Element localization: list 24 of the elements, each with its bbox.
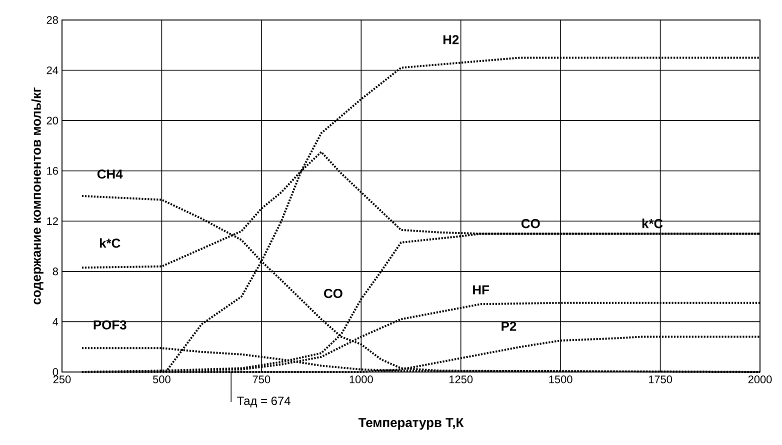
y-tick-label: 0 — [52, 368, 58, 376]
series-label: H2 — [443, 35, 459, 44]
series-label: HF — [473, 285, 489, 294]
x-tick-label: 1750 — [648, 376, 672, 384]
x-tick-label: 250 — [53, 376, 71, 384]
y-axis-title: содержание компонентов моль/кг — [31, 87, 44, 304]
y-tick-label: 28 — [46, 16, 58, 24]
y-tick-label: 12 — [47, 217, 58, 225]
series-label: k*C — [100, 238, 120, 248]
x-tick-label: 750 — [252, 376, 270, 384]
series-label: P2 — [502, 322, 516, 331]
y-tick-label: 16 — [47, 166, 58, 175]
x-tick-label: 1500 — [549, 376, 572, 384]
x-axis-title: Температурв Т,К — [358, 418, 464, 430]
x-tick-label: 2000 — [748, 376, 772, 384]
x-tick-label: 1250 — [450, 376, 473, 384]
y-tick-label: 20 — [46, 116, 58, 124]
y-tick-label: 24 — [46, 66, 58, 74]
series-label: CO — [324, 288, 342, 298]
y-tick-label: 8 — [52, 268, 58, 276]
x-tick-label: 500 — [153, 376, 170, 384]
x-tick-label: 1000 — [350, 376, 373, 384]
y-tick-label: 4 — [52, 318, 58, 326]
ref-line-label: Тад = 674 — [237, 396, 290, 408]
